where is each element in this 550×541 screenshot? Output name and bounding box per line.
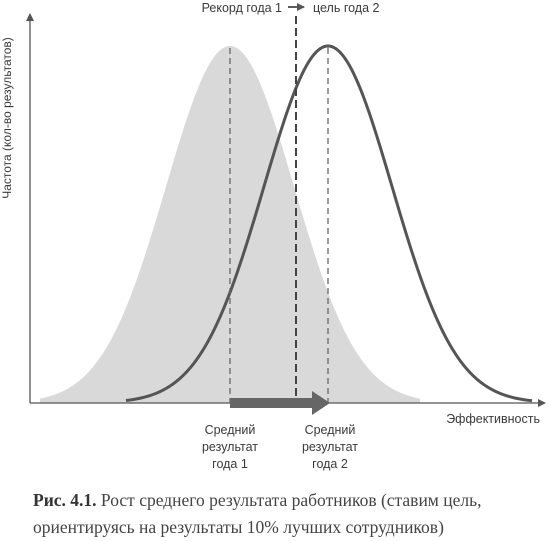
mean-shift-arrow-head: [312, 391, 330, 415]
mean1-label-line2: результат: [202, 440, 258, 454]
caption-text: Рост среднего результата работников (ста…: [33, 490, 482, 537]
y-axis-label: Частота (кол-во результатов): [0, 37, 14, 199]
mean1-label-line1: Средний: [205, 423, 256, 437]
figure-caption: Рис. 4.1. Рост среднего результата работ…: [33, 487, 543, 541]
year1-distribution-curve: [40, 46, 420, 403]
x-axis-label: Эффективность: [446, 412, 540, 426]
record-year1-label: Рекорд года 1: [202, 1, 282, 15]
mean1-label-line3: года 1: [212, 457, 248, 471]
mean2-label-line3: года 2: [312, 457, 348, 471]
mean2-label-line1: Средний: [305, 423, 356, 437]
goal-year2-label: цель года 2: [313, 1, 380, 15]
year2-distribution-curve: [125, 44, 533, 403]
mean-shift-arrow-shaft: [230, 398, 316, 408]
caption-number: Рис. 4.1.: [33, 490, 97, 510]
mean2-label-line2: результат: [302, 440, 358, 454]
